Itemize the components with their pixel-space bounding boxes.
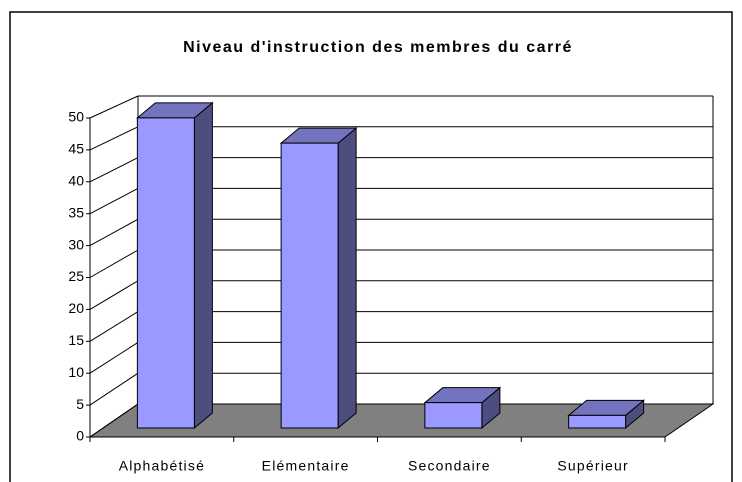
- grid-line: [89, 249, 139, 278]
- bar-front: [136, 117, 195, 429]
- grid-line: [89, 157, 139, 183]
- bar-side: [337, 127, 357, 430]
- grid-line: [89, 280, 139, 310]
- y-tick-label: 50: [68, 109, 84, 125]
- y-tick-label: 25: [68, 268, 84, 284]
- grid-line: [89, 95, 139, 119]
- y-tick-label: 10: [68, 364, 84, 380]
- bar-side: [193, 101, 213, 430]
- bar: [135, 101, 214, 430]
- bar-front: [280, 142, 339, 429]
- bar-front: [424, 402, 483, 429]
- grid-line: [89, 126, 139, 151]
- x-tick-label: Alphabétisé: [119, 458, 205, 474]
- chart-title: Niveau d'instruction des membres du carr…: [183, 39, 573, 56]
- bar-front: [568, 414, 627, 429]
- grid-line: [89, 218, 139, 247]
- y-tick-label: 20: [68, 300, 84, 316]
- x-tick-label: Secondaire: [408, 458, 491, 474]
- bar: [423, 386, 502, 430]
- grid-line: [89, 311, 139, 342]
- grid-line: [89, 341, 139, 374]
- y-tick-label: 40: [68, 173, 84, 189]
- y-tick-label: 15: [68, 332, 84, 348]
- x-tick-label: Elémentaire: [262, 458, 350, 474]
- grid-line: [89, 187, 139, 215]
- bar: [567, 399, 646, 430]
- y-tick-label: 0: [76, 428, 84, 444]
- y-tick-label: 45: [68, 141, 84, 157]
- y-tick-label: 5: [76, 396, 84, 412]
- bar: [279, 127, 358, 430]
- x-tick-label: Supérieur: [557, 458, 629, 474]
- grid-line: [89, 403, 139, 438]
- y-tick-label: 30: [68, 236, 84, 252]
- grid-line: [89, 372, 139, 406]
- y-tick-label: 35: [68, 204, 84, 220]
